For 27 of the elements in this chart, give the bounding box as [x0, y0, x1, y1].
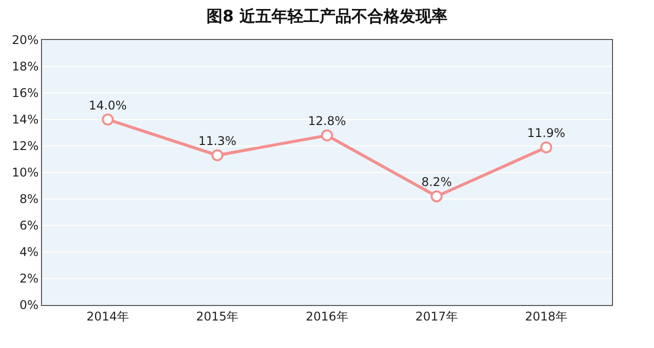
x-tick-label: 2018年 — [524, 309, 568, 324]
data-label: 12.8% — [308, 114, 346, 128]
point — [211, 149, 224, 162]
x-tick-label: 2017年 — [415, 309, 458, 324]
point — [430, 190, 443, 202]
y-tick-label: 12% — [12, 139, 39, 154]
x-tick-label: 2016年 — [306, 309, 348, 324]
data-label: 11.9% — [527, 126, 566, 140]
data-label: 11.3% — [198, 134, 236, 148]
y-tick-label: 0% — [20, 298, 39, 312]
data-label: 8.2% — [421, 175, 452, 190]
chart-title: 图8 近五年轻工产品不合格发现率 — [206, 6, 448, 26]
y-tick-label: 8% — [20, 192, 39, 206]
point — [102, 114, 114, 126]
y-tick-label: 18% — [12, 60, 39, 74]
y-tick-label: 20% — [12, 33, 39, 48]
data-label: 14.0% — [88, 98, 127, 112]
y-tick-label: 6% — [20, 218, 39, 233]
point — [321, 129, 333, 142]
y-tick-label: 4% — [20, 245, 39, 260]
point — [540, 141, 552, 154]
y-tick-label: 14% — [12, 112, 39, 127]
x-tick-label: 2014年 — [86, 309, 130, 324]
x-tick-label: 2015年 — [196, 309, 239, 324]
y-tick-label: 16% — [12, 86, 39, 100]
y-tick-label: 10% — [12, 166, 39, 180]
y-tick-label: 2% — [20, 272, 39, 286]
